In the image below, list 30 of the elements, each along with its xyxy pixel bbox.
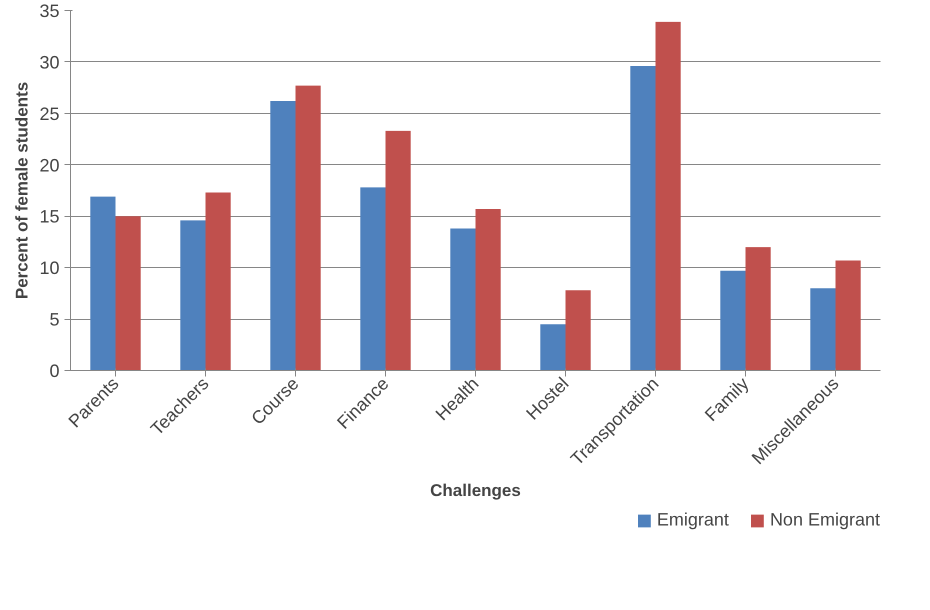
bar — [206, 192, 231, 370]
y-tick-label: 25 — [39, 104, 60, 124]
y-axis-title: Percent of female students — [12, 82, 32, 300]
bar — [180, 220, 206, 370]
bar — [836, 260, 861, 370]
bar — [116, 216, 141, 370]
y-tick-label: 20 — [39, 155, 60, 176]
bar — [450, 228, 476, 370]
bar — [540, 324, 566, 370]
bar — [630, 66, 656, 370]
legend-label: Non Emigrant — [770, 510, 880, 530]
bar — [720, 270, 746, 370]
bar — [810, 288, 836, 370]
y-tick-label: 0 — [49, 361, 60, 381]
y-tick-label: 30 — [39, 52, 60, 72]
y-tick-label: 10 — [39, 258, 60, 278]
bar — [476, 209, 501, 370]
bar — [360, 187, 386, 370]
y-tick-label: 15 — [39, 206, 60, 227]
bar — [566, 290, 591, 370]
bar — [746, 247, 771, 370]
y-tick-label: 5 — [49, 310, 60, 330]
x-axis-title: Challenges — [430, 481, 521, 500]
bar — [296, 86, 321, 370]
bar — [270, 101, 296, 370]
bar — [386, 130, 411, 370]
legend-label: Emigrant — [656, 510, 729, 530]
bar — [656, 22, 681, 370]
y-tick-label: 35 — [39, 1, 60, 21]
bar — [90, 196, 116, 370]
